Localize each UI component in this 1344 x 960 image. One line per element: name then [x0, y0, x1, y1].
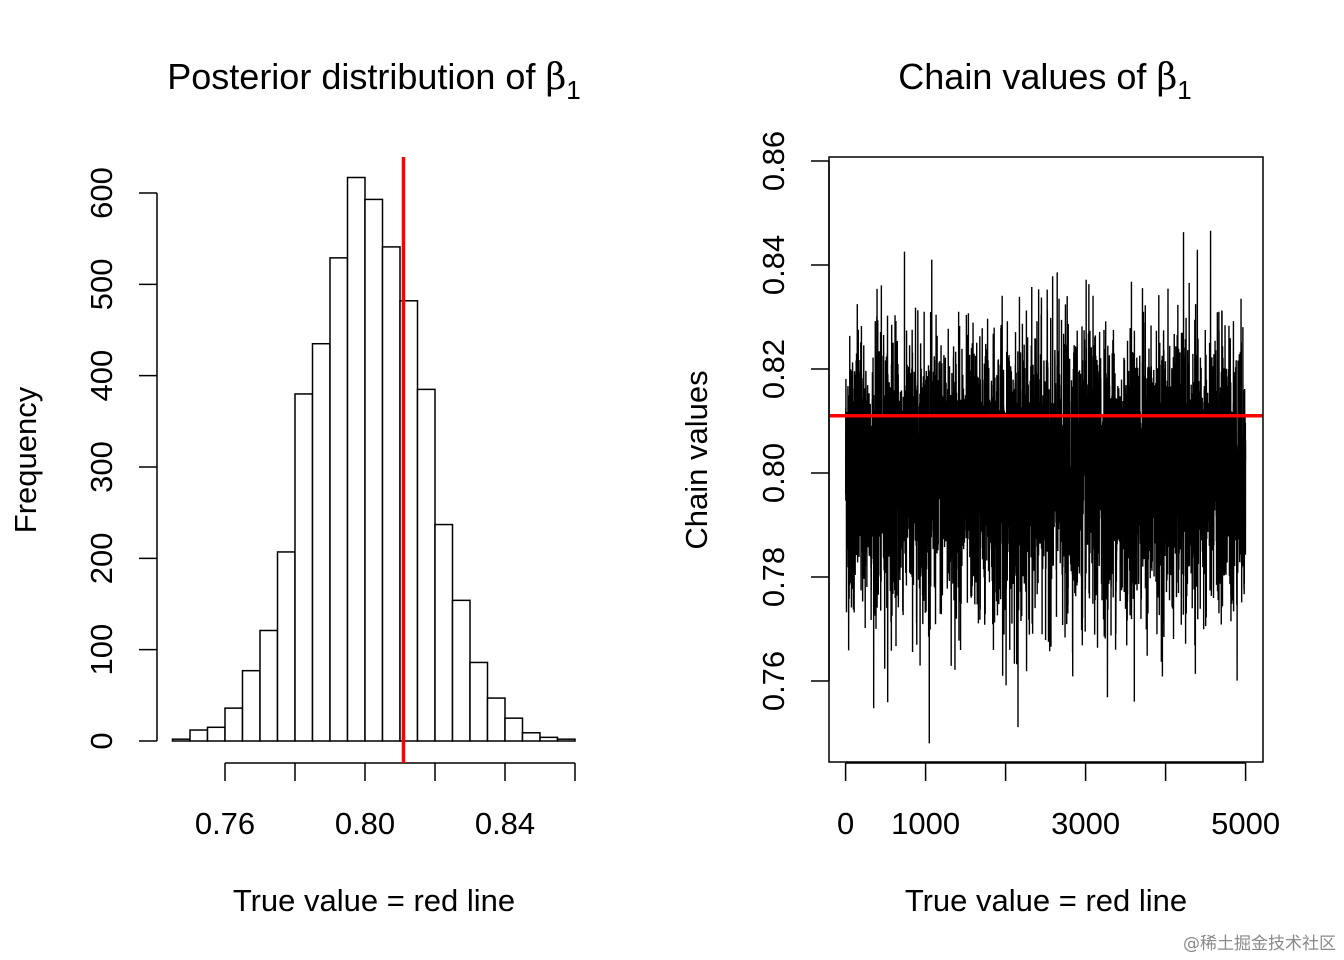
trace-chain-line — [844, 230, 1247, 744]
histogram-bar-1 — [189, 729, 209, 742]
histogram-y-tick-label: 400 — [84, 350, 119, 402]
histogram-y-tick-label: 500 — [84, 258, 119, 310]
trace-x-tick-label: 1000 — [891, 806, 960, 841]
histogram-bar-10 — [346, 176, 366, 742]
trace-y-tick-label: 0.76 — [756, 651, 791, 711]
histogram-x-tick-label: 0.80 — [335, 806, 395, 841]
trace-y-tick-label: 0.78 — [756, 547, 791, 607]
trace-title: Chain values of β1 — [898, 56, 1191, 105]
histogram-bar-21 — [539, 736, 559, 742]
histogram-y-label: Frequency — [8, 386, 43, 533]
histogram-title-subscript: 1 — [566, 75, 580, 105]
histogram-bar-17 — [469, 661, 489, 742]
histogram-bar-14 — [416, 388, 436, 742]
trace-y-axis: 0.76 0.78 0.80 0.82 0.84 0.86 — [756, 131, 830, 711]
histogram-y-tick-label: 300 — [84, 441, 119, 493]
trace-y-tick-label: 0.86 — [756, 131, 791, 191]
trace-x-label: True value = red line — [905, 883, 1187, 918]
histogram-bar-12 — [381, 246, 401, 742]
histogram-title-text: Posterior distribution of — [167, 56, 545, 97]
histogram-bars — [171, 176, 576, 742]
histogram-bar-3 — [224, 707, 244, 742]
histogram-bar-22 — [556, 738, 576, 742]
trace-x-tick-label: 3000 — [1051, 806, 1120, 841]
histogram-x-label: True value = red line — [233, 883, 515, 918]
histogram-bar-11 — [364, 198, 384, 742]
histogram-y-tick-label: 100 — [84, 624, 119, 676]
histogram-bar-15 — [434, 523, 454, 742]
trace-title-symbol: β — [1156, 57, 1177, 98]
trace-y-label: Chain values — [679, 370, 714, 549]
trace-title-text: Chain values of — [898, 56, 1156, 97]
histogram-bar-18 — [486, 697, 506, 742]
histogram-x-tick-label: 0.76 — [195, 806, 255, 841]
trace-x-axis: 0 1000 3000 5000 — [837, 762, 1280, 841]
trace-y-tick-label: 0.84 — [756, 235, 791, 295]
trace-x-tick-label: 5000 — [1211, 806, 1280, 841]
histogram-bar-2 — [206, 726, 226, 742]
histogram-y-axis: 0 100 200 300 400 500 600 — [84, 167, 158, 750]
histogram-y-tick-label: 600 — [84, 167, 119, 219]
histogram-x-axis: 0.76 0.80 0.84 — [195, 762, 576, 841]
histogram-bar-0 — [171, 738, 191, 742]
histogram-bar-5 — [259, 629, 279, 742]
histogram-panel: Posterior distribution of β1 0 100 200 300 4… — [8, 56, 581, 918]
trace-panel: Chain values of β1 0.760.780.800.820.840… — [679, 56, 1280, 918]
trace-y-tick-label: 0.82 — [756, 339, 791, 399]
histogram-bar-6 — [276, 551, 296, 742]
histogram-bar-9 — [329, 257, 349, 742]
histogram-title-symbol: β — [545, 57, 566, 98]
trace-title-subscript: 1 — [1177, 75, 1191, 105]
trace-y-tick-label: 0.80 — [756, 443, 791, 503]
histogram-y-tick-label: 0 — [84, 732, 119, 749]
trace-x-tick-label: 0 — [837, 806, 854, 841]
histogram-x-tick-label: 0.84 — [475, 806, 535, 841]
histogram-bar-20 — [521, 732, 541, 742]
histogram-bar-19 — [504, 717, 524, 742]
watermark: @稀土掘金技术社区 — [1183, 934, 1336, 954]
histogram-title: Posterior distribution of β1 — [167, 56, 580, 105]
histogram-bar-4 — [241, 669, 261, 742]
histogram-y-tick-label: 200 — [84, 532, 119, 584]
histogram-bar-8 — [311, 342, 331, 742]
histogram-bar-16 — [451, 599, 471, 742]
histogram-bar-7 — [294, 393, 314, 742]
